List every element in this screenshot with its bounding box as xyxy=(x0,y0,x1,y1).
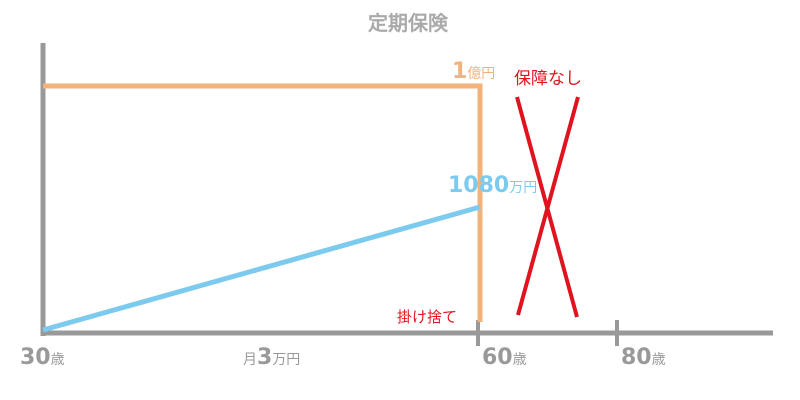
unit: 歳 xyxy=(513,352,527,368)
axis-label: 30歳 xyxy=(20,345,65,370)
prefix: 月 xyxy=(243,352,257,368)
unit: 万円 xyxy=(272,352,300,368)
number: 1 xyxy=(452,59,467,84)
no-coverage-label: 保障なし xyxy=(514,69,582,89)
unit: 歳 xyxy=(652,352,666,368)
premium-total-label: 1080万円 xyxy=(448,173,537,198)
coverage-line xyxy=(43,83,483,322)
disposable-label: 掛け捨て xyxy=(397,308,457,326)
number: 60 xyxy=(482,345,513,370)
cross-line xyxy=(516,96,580,316)
coverage-label: 1億円 xyxy=(452,59,495,84)
unit: 億円 xyxy=(467,66,495,82)
number: 30 xyxy=(20,345,51,370)
axis-label: 月3万円 xyxy=(243,345,300,370)
axis-label: 60歳 xyxy=(482,345,527,370)
axis-label: 80歳 xyxy=(621,345,666,370)
number: 1080 xyxy=(448,173,509,198)
unit: 万円 xyxy=(509,180,537,196)
title: 定期保険 xyxy=(368,11,449,35)
premium-line xyxy=(42,204,481,333)
unit: 歳 xyxy=(51,352,65,368)
number: 80 xyxy=(621,345,652,370)
number: 3 xyxy=(257,345,272,370)
